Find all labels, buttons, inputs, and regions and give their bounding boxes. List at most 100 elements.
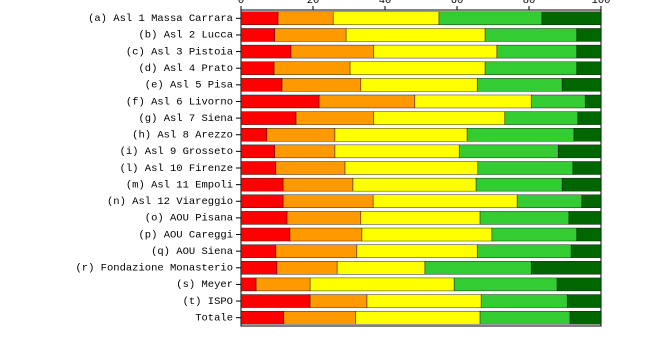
bar-segment xyxy=(572,161,602,175)
bar-segment xyxy=(336,261,426,275)
y-tick-label: (g) Asl 7 Siena xyxy=(138,113,233,125)
bar-segment xyxy=(240,144,276,159)
y-tick-label: (f) Asl 6 Livorno xyxy=(126,96,233,108)
y-tick-label: (h) Asl 8 Arezzo xyxy=(132,130,233,142)
bar-segment xyxy=(479,310,571,325)
bar-segment xyxy=(569,310,602,325)
y-tick-label: (m) Asl 11 Empoli xyxy=(126,179,233,191)
bar-segment xyxy=(414,94,532,109)
bar-segment xyxy=(281,78,362,92)
bar-segment xyxy=(276,261,338,275)
y-tick-label: (c) Asl 3 Pistoia xyxy=(126,46,233,58)
y-tick-label: (l) Asl 10 Firenze xyxy=(120,163,233,175)
bar-segment xyxy=(309,277,455,292)
bar-segment xyxy=(240,11,279,26)
bar-segment xyxy=(577,111,602,125)
bar-segment xyxy=(491,227,578,242)
bar-segment xyxy=(240,277,257,292)
bar-segment xyxy=(373,111,506,125)
bar-segment xyxy=(273,61,351,75)
bar-segment xyxy=(372,194,518,208)
bar-segment xyxy=(240,244,277,258)
x-tick-label: 20 xyxy=(307,0,320,7)
bar-segment xyxy=(282,177,354,192)
x-tick-label: 40 xyxy=(379,0,392,7)
bar-segment xyxy=(240,78,283,92)
bar-segment xyxy=(541,11,602,26)
bar-segment xyxy=(240,211,288,225)
bar-segment xyxy=(438,11,543,26)
bar-segment xyxy=(240,227,291,242)
bar-segment xyxy=(568,211,602,225)
bar-segment xyxy=(355,310,481,325)
bar-segment xyxy=(240,261,278,275)
y-tick-label: (t) ISPO xyxy=(183,296,233,308)
bar-segment xyxy=(286,211,362,225)
bar-segment xyxy=(453,277,558,292)
bar-segment xyxy=(504,111,579,125)
y-tick-label: (b) Asl 2 Lucca xyxy=(138,30,233,42)
bar-segment xyxy=(530,261,602,275)
y-tick-label: (i) Asl 9 Grosseto xyxy=(120,146,233,158)
y-tick-label: (n) Asl 12 Viareggio xyxy=(107,196,233,208)
bar-segment xyxy=(424,261,532,275)
y-tick-label: (p) AOU Careggi xyxy=(138,229,233,241)
bar-segment xyxy=(373,44,498,59)
bar-segment xyxy=(458,144,559,159)
bar-segment xyxy=(240,44,292,59)
bar-segment xyxy=(295,111,375,125)
bar-segment xyxy=(240,28,276,42)
y-tick-label: (s) Meyer xyxy=(176,279,233,291)
bar-segment xyxy=(561,78,602,92)
bar-segment xyxy=(274,28,347,42)
y-tick-label: (a) Asl 1 Massa Carrara xyxy=(88,13,233,25)
bar-segment xyxy=(466,128,575,142)
bar-segment xyxy=(475,177,563,192)
bar-segment xyxy=(266,128,336,142)
bar-segment xyxy=(255,277,311,292)
bar-segment xyxy=(479,211,570,225)
bar-segment xyxy=(530,94,586,109)
y-tick-label: (d) Asl 4 Prato xyxy=(138,63,233,75)
bar-segment xyxy=(274,144,336,159)
x-tick-label: 0 xyxy=(238,0,244,7)
bar-segment xyxy=(334,144,460,159)
bar-segment xyxy=(476,78,563,92)
bar-segment xyxy=(581,194,602,208)
bar-segment xyxy=(576,61,602,75)
bar-segment xyxy=(240,128,268,142)
bar-segment xyxy=(275,244,358,258)
bar-segment xyxy=(240,161,277,175)
bar-segment xyxy=(477,161,574,175)
x-tick-label: 60 xyxy=(451,0,464,7)
y-tick-label: (r) Fondazione Monasterio xyxy=(75,263,233,275)
bar-segment xyxy=(366,294,482,308)
bar-segment xyxy=(576,44,602,59)
bar-segment xyxy=(240,194,284,208)
bar-segment xyxy=(240,310,285,325)
y-tick-label: (e) Asl 5 Pisa xyxy=(145,80,233,92)
bar-segment xyxy=(584,94,602,109)
bar-segment xyxy=(275,161,346,175)
bar-segment xyxy=(570,244,602,258)
bar-segment xyxy=(289,227,363,242)
bar-segment xyxy=(240,294,311,308)
bar-segment xyxy=(576,28,602,42)
bar-segment xyxy=(360,211,481,225)
bar-segment xyxy=(344,161,479,175)
bar-segment xyxy=(318,94,416,109)
x-tick-label: 100 xyxy=(592,0,611,7)
x-tick-label: 80 xyxy=(523,0,536,7)
bar-segment xyxy=(332,11,440,26)
bar-segment xyxy=(240,111,297,125)
bar-segment xyxy=(561,177,602,192)
bar-segment xyxy=(240,177,284,192)
bar-segment xyxy=(556,277,602,292)
bar-segment xyxy=(309,294,368,308)
bar-segment xyxy=(240,94,320,109)
bar-segment xyxy=(360,78,478,92)
bar-segment xyxy=(349,61,486,75)
bar-segment xyxy=(334,128,468,142)
bar-segment xyxy=(484,28,578,42)
